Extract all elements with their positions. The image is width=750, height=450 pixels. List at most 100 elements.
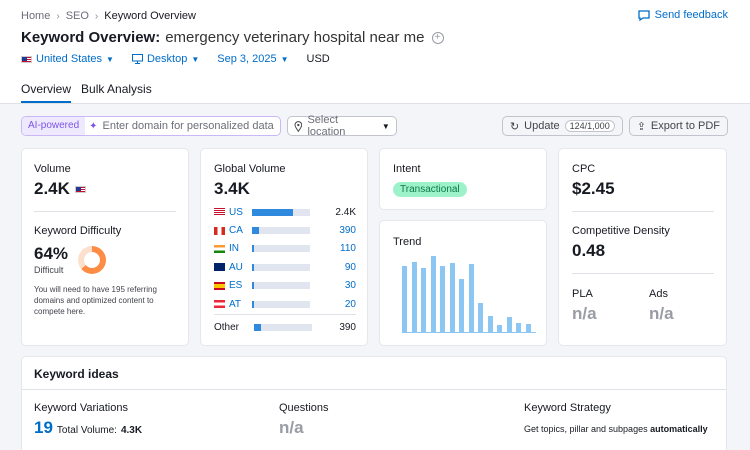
- difficulty-donut: [78, 246, 106, 274]
- country-bar-fill: [252, 300, 255, 308]
- country-volume: 390: [339, 225, 356, 237]
- add-to-list-icon[interactable]: +: [431, 31, 444, 44]
- ads-label: Ads: [649, 288, 668, 300]
- chevron-right-icon: ›: [56, 10, 60, 22]
- trend-bar: [497, 324, 502, 332]
- breadcrumb-current: Keyword Overview: [104, 10, 196, 22]
- filter-bar: United States ▼ Desktop ▼ Sep 3, 2025 ▼ …: [21, 53, 330, 65]
- in-flag-icon: [214, 244, 225, 253]
- toolbar-right: ↻ Update 124/1,000 ⇪ Export to PDF: [501, 116, 728, 136]
- country-row-us[interactable]: US 2.4K: [214, 203, 356, 221]
- ai-domain-input[interactable]: AI-powered ✦ Enter domain for personaliz…: [21, 116, 281, 136]
- breadcrumb-seo[interactable]: SEO: [65, 10, 89, 22]
- export-icon: ⇪: [636, 120, 646, 133]
- country-code: IN: [229, 243, 239, 255]
- country-volume: 30: [344, 280, 356, 292]
- trend-bar: [459, 278, 464, 332]
- us-flag-icon: [74, 185, 86, 193]
- country-bar-fill: [252, 227, 259, 235]
- trend-chart: [402, 253, 536, 333]
- country-row-in[interactable]: IN 110: [214, 240, 356, 258]
- breadcrumb: Home › SEO › Keyword Overview: [21, 10, 196, 22]
- cpc-card: CPC $2.45 Competitive Density 0.48 PLA n…: [558, 148, 727, 346]
- density-value: 0.48: [572, 241, 606, 260]
- volume-card: Volume 2.4K Keyword Difficulty 64% Diffi…: [21, 148, 189, 346]
- country-label: United States: [36, 53, 103, 65]
- intent-badge: Transactional: [393, 182, 467, 197]
- keyword-ideas-card: Keyword ideas Keyword Variations 19 Tota…: [21, 356, 727, 450]
- chat-bubble-icon: [637, 9, 650, 21]
- trend-bar: [440, 265, 445, 332]
- es-flag-icon: [214, 281, 225, 290]
- trend-bar: [430, 255, 436, 332]
- trend-bar: [516, 322, 521, 332]
- other-bar: [254, 323, 312, 331]
- questions-value: n/a: [279, 418, 304, 437]
- location-pin-icon: [294, 120, 302, 132]
- country-select[interactable]: United States ▼: [21, 53, 114, 65]
- breadcrumb-home[interactable]: Home: [21, 10, 51, 22]
- difficulty-note: You will need to have 195 referring doma…: [34, 285, 157, 316]
- trend-bar: [411, 262, 417, 332]
- total-volume-label: Total Volume:: [56, 425, 117, 436]
- density-label: Competitive Density: [572, 225, 670, 237]
- country-volume: 110: [340, 243, 356, 255]
- cpc-value: $2.45: [572, 179, 615, 198]
- country-bar: [252, 263, 310, 271]
- country-bar-fill: [252, 282, 255, 290]
- country-volume: 20: [344, 298, 356, 310]
- country-row-au[interactable]: AU 90: [214, 258, 356, 276]
- country-bar-fill: [252, 263, 255, 271]
- country-bar: [252, 245, 310, 253]
- ai-powered-badge: AI-powered: [22, 117, 86, 135]
- country-bar: [252, 282, 310, 290]
- page-title: Keyword Overview: emergency veterinary h…: [21, 29, 444, 46]
- pla-value: n/a: [572, 304, 597, 323]
- title-prefix: Keyword Overview:: [21, 29, 161, 46]
- cpc-label: CPC: [572, 163, 596, 175]
- us-flag-icon: [21, 55, 32, 63]
- country-bar-fill: [252, 208, 294, 216]
- us-flag-icon: [214, 208, 225, 217]
- strategy-text: Get topics, pillar and subpages: [524, 424, 648, 434]
- difficulty-level: Difficult: [34, 265, 64, 275]
- intent-card: Intent Transactional: [379, 148, 547, 210]
- tab-bulk-analysis[interactable]: Bulk Analysis: [81, 82, 152, 96]
- keyword-variations-count[interactable]: 19: [34, 418, 53, 437]
- country-code: ES: [229, 280, 243, 292]
- difficulty-value: 64%: [34, 244, 69, 263]
- country-bar: [252, 208, 310, 216]
- tab-overview[interactable]: Overview: [21, 82, 72, 103]
- device-select[interactable]: Desktop ▼: [131, 53, 199, 65]
- chevron-right-icon: ›: [94, 10, 99, 22]
- country-row-at[interactable]: AT 20: [214, 295, 356, 313]
- country-bar: [252, 300, 310, 308]
- volume-label: Volume: [34, 163, 71, 175]
- title-keyword: emergency veterinary hospital near me: [165, 29, 425, 46]
- location-select[interactable]: Select location ▼: [286, 114, 397, 138]
- country-code: CA: [229, 225, 243, 237]
- global-volume-card: Global Volume 3.4K US 2.4K CA 390 IN 110 AU 90 E…: [200, 148, 368, 346]
- other-bar-fill: [254, 323, 261, 331]
- device-label: Desktop: [146, 53, 188, 65]
- trend-bar: [468, 264, 474, 332]
- country-row-es[interactable]: ES 30: [214, 277, 356, 295]
- country-row-ca[interactable]: CA 390: [214, 221, 356, 239]
- country-rows: US 2.4K CA 390 IN 110 AU 90 ES 30 AT 20: [214, 203, 356, 313]
- update-button[interactable]: ↻ Update 124/1,000: [501, 116, 623, 136]
- country-row-other[interactable]: Other 390: [214, 318, 356, 336]
- difficulty-label: Keyword Difficulty: [34, 225, 122, 237]
- keyword-strategy-text: Get topics, pillar and subpages automati…: [524, 424, 708, 434]
- trend-bar: [487, 316, 493, 332]
- date-label: Sep 3, 2025: [217, 53, 277, 65]
- au-flag-icon: [214, 263, 225, 272]
- trend-bar: [525, 323, 531, 332]
- chevron-down-icon: ▼: [106, 54, 114, 64]
- date-select[interactable]: Sep 3, 2025 ▼: [217, 53, 288, 65]
- sparkle-icon: ✦: [89, 120, 98, 132]
- send-feedback-label: Send feedback: [654, 9, 728, 21]
- send-feedback-link[interactable]: Send feedback: [637, 9, 728, 21]
- export-pdf-button[interactable]: ⇪ Export to PDF: [628, 116, 728, 136]
- update-label: Update: [524, 120, 560, 132]
- questions-label: Questions: [279, 402, 329, 414]
